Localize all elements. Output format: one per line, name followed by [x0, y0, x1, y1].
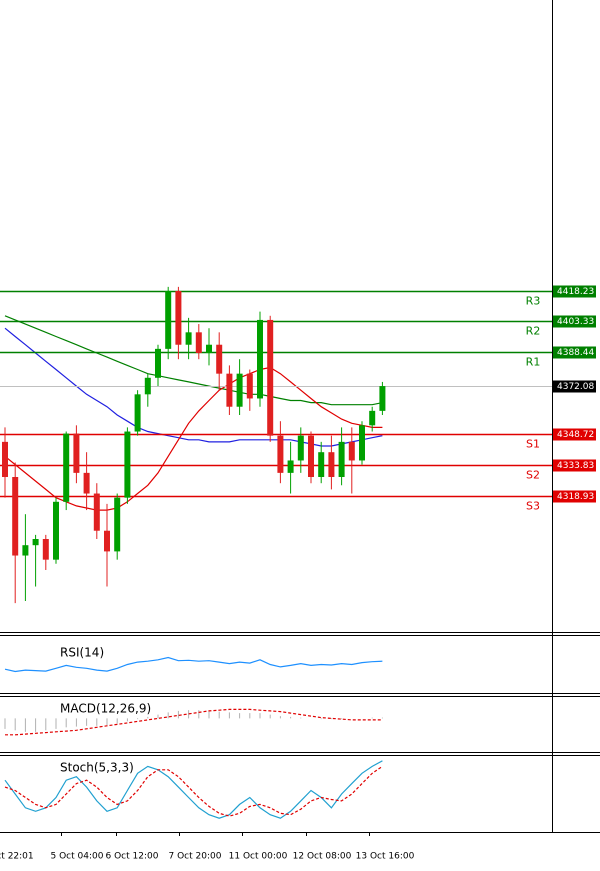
candle-body [348, 441, 355, 461]
level-price: 4418.23 [557, 287, 594, 297]
candle-body [144, 377, 151, 395]
level-price: 4403.33 [557, 317, 594, 327]
indicator-line [4, 760, 383, 819]
candle-body [328, 452, 335, 477]
level-label: R1 [526, 356, 541, 369]
candle-body [216, 344, 223, 374]
level-price: 4348.72 [557, 430, 594, 440]
candle-body [53, 501, 59, 560]
x-tick-label: 7 Oct 20:00 [169, 852, 222, 862]
candle-body [185, 332, 192, 345]
indicator-line [4, 765, 383, 817]
candle-body [369, 410, 376, 426]
level-price-box [553, 490, 596, 503]
candle-body [308, 435, 314, 477]
x-tick-label: ct 22:01 [0, 852, 34, 862]
candle-body [379, 386, 386, 411]
candle-body [32, 538, 39, 546]
candle-body [83, 472, 90, 494]
x-tick-label: 12 Oct 08:00 [293, 852, 352, 862]
level-price: 4388.44 [557, 348, 594, 358]
candle-body [114, 497, 121, 552]
candle-body [318, 452, 325, 477]
candle-body [277, 435, 284, 473]
candle-body [206, 344, 212, 353]
candle-body [338, 441, 345, 477]
level-price-box [553, 346, 596, 359]
level-label: S2 [526, 469, 540, 482]
level-price-box [553, 428, 596, 441]
x-tick-label: 13 Oct 16:00 [356, 852, 415, 862]
candle-body [165, 290, 172, 349]
current-price: 4372.08 [557, 382, 594, 392]
level-label: S1 [526, 438, 540, 451]
candle-body [63, 433, 70, 502]
moving-average [4, 366, 383, 511]
candle-body [124, 431, 131, 498]
indicator-title: MACD(12,26,9) [60, 702, 151, 716]
level-label: R2 [526, 325, 541, 338]
level-price-box [553, 285, 596, 298]
current-price-box [553, 380, 596, 393]
level-label: S3 [526, 500, 540, 513]
level-price-box [553, 315, 596, 328]
candle-body [226, 373, 233, 407]
candle-body [22, 545, 29, 556]
plot: R3 R2 R1 S1 S2 S3 RSI(14) MACD(12,26,9) Stoch(5,… [0, 286, 552, 819]
candle-body [155, 348, 161, 378]
candle-body [175, 290, 182, 345]
indicator-title: RSI(14) [60, 646, 104, 660]
candle-body [236, 373, 243, 407]
indicator-line [4, 656, 383, 673]
candle-body [12, 476, 19, 556]
candle-body [42, 538, 49, 560]
x-tick-label: 5 Oct 04:00 [51, 852, 104, 862]
indicator-title: Stoch(5,3,3) [60, 761, 134, 775]
level-price: 4333.83 [557, 461, 594, 471]
indicator-line [5, 708, 383, 736]
candle-body [195, 332, 202, 353]
candle-body [93, 493, 100, 531]
candle-body [134, 394, 141, 432]
x-tick-label: 6 Oct 12:00 [106, 852, 159, 862]
candle-body [104, 530, 110, 552]
x-tick-label: 11 Oct 00:00 [229, 852, 288, 862]
candle-body [267, 319, 274, 436]
level-price: 4318.93 [557, 492, 594, 502]
candle-body [2, 441, 8, 477]
candle-body [257, 319, 263, 399]
candle-body [287, 460, 294, 473]
moving-average [4, 327, 383, 447]
axis: 4418.23 4403.33 4388.44 4348.72 4333.83 4318.… [0, 285, 596, 862]
candle-body [359, 425, 365, 461]
level-label: R3 [526, 295, 541, 308]
candle-body [297, 435, 304, 461]
moving-average [4, 315, 383, 406]
candle-body [73, 433, 80, 473]
candle-body [246, 373, 253, 399]
level-price-box [553, 459, 596, 472]
